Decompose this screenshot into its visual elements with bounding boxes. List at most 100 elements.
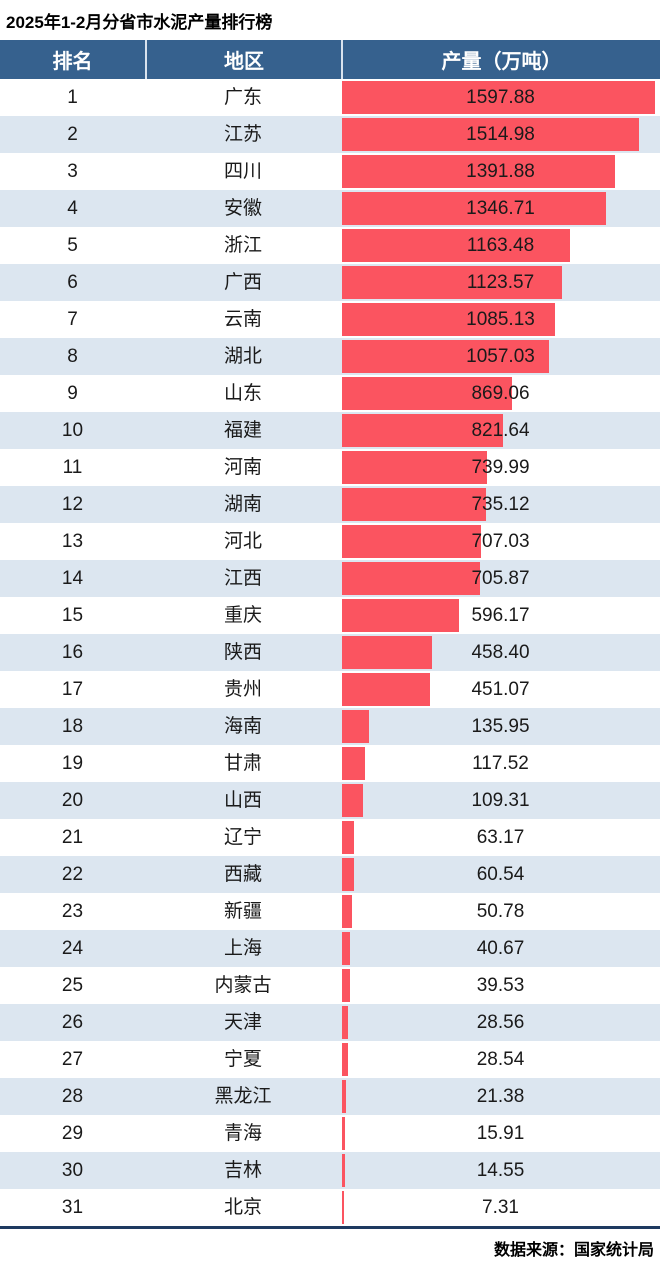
table-row: 11 河南 739.99 [0,449,660,486]
value-bar [342,1080,347,1113]
value-label: 1597.88 [466,87,535,108]
value-bar [342,895,352,928]
region-cell: 辽宁 [223,827,262,848]
region-cell: 内蒙古 [214,975,272,996]
rank-cell: 31 [61,1197,84,1218]
value-bar [342,599,459,632]
table-row: 20 山西 109.31 [0,782,660,819]
value-bar [342,784,364,817]
region-cell: 重庆 [223,605,262,626]
value-cell: 1085.13 [341,301,660,338]
value-cell: 705.87 [341,560,660,597]
value-label: 1514.98 [466,124,535,145]
table-row: 27 宁夏 28.54 [0,1041,660,1078]
value-bar [342,303,555,336]
rank-cell: 15 [61,605,84,626]
value-cell: 63.17 [341,819,660,856]
value-cell: 15.91 [341,1115,660,1152]
table-row: 3 四川 1391.88 [0,153,660,190]
value-label: 1085.13 [466,309,535,330]
value-bar [342,377,513,410]
rank-cell: 11 [62,457,83,478]
region-cell: 上海 [223,938,262,959]
value-label: 28.54 [476,1049,525,1070]
rank-cell: 7 [67,309,78,330]
value-label: 117.52 [472,753,529,774]
table-header: 排名 地区 产量（万吨） [0,40,660,79]
value-cell: 40.67 [341,930,660,967]
value-cell: 821.64 [341,412,660,449]
table-row: 22 西藏 60.54 [0,856,660,893]
table-row: 7 云南 1085.13 [0,301,660,338]
value-bar [342,229,571,262]
value-bar [342,81,656,114]
value-cell: 14.55 [341,1152,660,1189]
value-cell: 28.54 [341,1041,660,1078]
rank-cell: 6 [67,272,78,293]
table-row: 19 甘肃 117.52 [0,745,660,782]
table-row: 1 广东 1597.88 [0,79,660,116]
table-row: 23 新疆 50.78 [0,893,660,930]
value-label: 1346.71 [466,198,535,219]
table-row: 10 福建 821.64 [0,412,660,449]
value-bar [342,1191,344,1224]
region-cell: 陕西 [223,642,262,663]
region-cell: 宁夏 [223,1049,262,1070]
value-cell: 117.52 [341,745,660,782]
value-label: 1123.57 [466,272,535,293]
rank-cell: 29 [61,1123,84,1144]
table-body: 1 广东 1597.88 2 江苏 1514.98 3 四川 1391.88 4 安徽 1346.71… [0,79,660,1226]
rank-cell: 5 [67,235,78,256]
region-cell: 河南 [223,457,262,478]
value-bar [342,673,431,706]
region-cell: 吉林 [223,1160,262,1181]
table-row: 28 黑龙江 21.38 [0,1078,660,1115]
value-cell: 109.31 [341,782,660,819]
rank-cell: 3 [67,161,78,182]
value-label: 40.67 [476,938,525,959]
value-label: 63.17 [476,827,525,848]
region-cell: 河北 [223,531,262,552]
table-row: 24 上海 40.67 [0,930,660,967]
value-label: 1057.03 [466,346,535,367]
value-cell: 135.95 [341,708,660,745]
table-row: 29 青海 15.91 [0,1115,660,1152]
rank-cell: 12 [61,494,84,515]
value-cell: 39.53 [341,967,660,1004]
region-cell: 安徽 [223,198,262,219]
table-row: 17 贵州 451.07 [0,671,660,708]
page-title: 2025年1-2月分省市水泥产量排行榜 [6,12,273,32]
value-label: 50.78 [476,901,525,922]
value-label: 596.17 [471,605,530,626]
region-cell: 云南 [223,309,262,330]
value-label: 451.07 [471,679,530,700]
table-row: 6 广西 1123.57 [0,264,660,301]
value-bar [342,266,563,299]
region-cell: 湖北 [223,346,262,367]
region-cell: 新疆 [223,901,262,922]
rank-cell: 20 [61,790,84,811]
value-cell: 50.78 [341,893,660,930]
rank-cell: 24 [61,938,84,959]
value-label: 15.91 [476,1123,525,1144]
region-cell: 湖南 [223,494,262,515]
table-row: 13 河北 707.03 [0,523,660,560]
value-label: 14.55 [476,1160,525,1181]
value-label: 821.64 [471,420,530,441]
value-bar [342,747,366,780]
table-row: 26 天津 28.56 [0,1004,660,1041]
table-row: 21 辽宁 63.17 [0,819,660,856]
value-label: 109.31 [471,790,530,811]
value-cell: 735.12 [341,486,660,523]
value-bar [342,1043,348,1076]
region-cell: 海南 [223,716,262,737]
region-cell: 天津 [223,1012,262,1033]
value-bar [342,858,354,891]
value-label: 735.12 [471,494,530,515]
value-cell: 458.40 [341,634,660,671]
rank-cell: 14 [61,568,84,589]
value-bar [342,118,640,151]
table-row: 16 陕西 458.40 [0,634,660,671]
rank-cell: 28 [61,1086,84,1107]
value-cell: 1346.71 [341,190,660,227]
